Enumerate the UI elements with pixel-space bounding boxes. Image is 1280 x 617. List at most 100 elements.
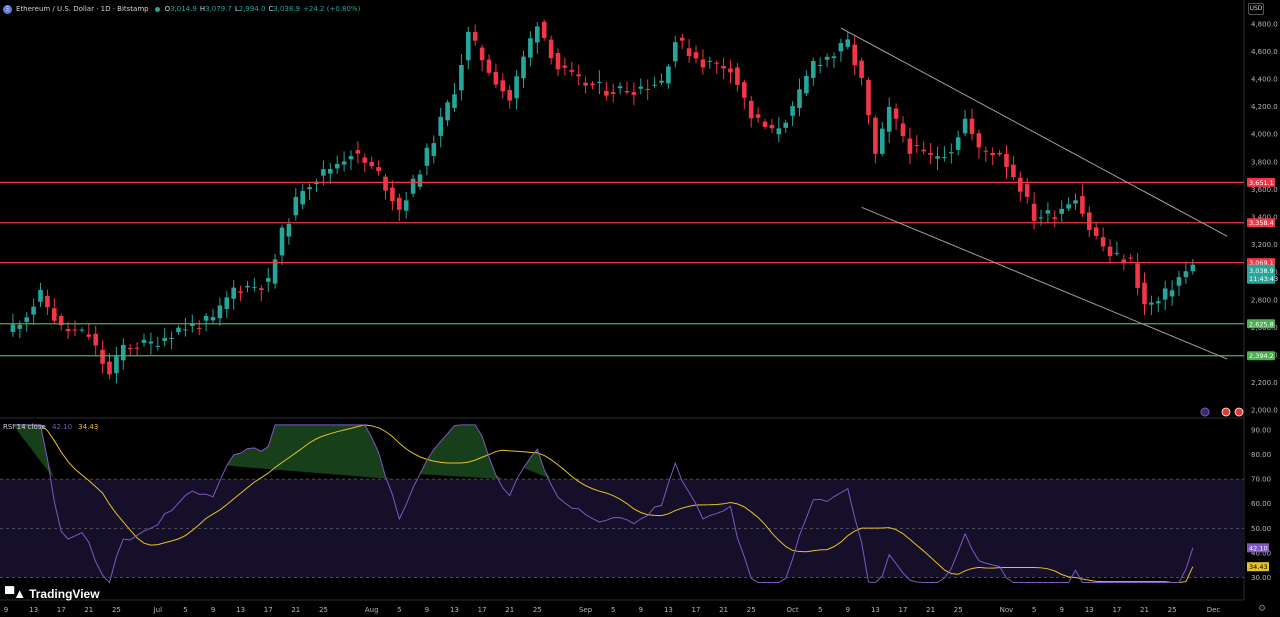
rsi-tick-label: 80.00: [1251, 451, 1271, 459]
time-tick-label: 5: [183, 606, 187, 614]
rsi-overbought-fill: [12, 424, 55, 480]
time-tick-label: Oct: [787, 606, 799, 614]
candle-down: [500, 80, 506, 92]
resistance-label-box: [1247, 218, 1275, 228]
candle-down: [562, 65, 568, 68]
price-tick-label: 4,400.0: [1251, 76, 1278, 84]
candle-down: [479, 47, 485, 61]
candle-down: [259, 288, 264, 290]
candle-down: [576, 74, 581, 77]
candle-down: [238, 291, 243, 293]
candle-up: [210, 317, 216, 321]
candle-up: [949, 152, 954, 154]
time-tick-label: 17: [57, 606, 66, 614]
candle-up: [300, 191, 305, 205]
candle-down: [1135, 263, 1140, 288]
candle-down: [852, 44, 857, 66]
candle-up: [307, 187, 312, 190]
candle-down: [541, 21, 547, 38]
candle-down: [52, 308, 57, 321]
currency-button[interactable]: USD: [1248, 3, 1264, 15]
time-tick-label: 17: [478, 606, 487, 614]
candle-up: [341, 161, 347, 165]
rsi-name: RSI: [3, 423, 15, 431]
time-tick-label: 13: [450, 606, 459, 614]
candle-down: [58, 315, 64, 326]
candle-up: [169, 337, 174, 340]
time-tick-label: 13: [1085, 606, 1094, 614]
rsi-ma-value: 34.43: [78, 423, 99, 431]
candle-up: [231, 287, 236, 299]
candle-up: [445, 102, 450, 121]
rsi-tick-label: 40.00: [1251, 549, 1271, 557]
candle-down: [990, 152, 995, 156]
candle-down: [472, 32, 478, 41]
candle-up: [431, 143, 437, 156]
time-tick-label: 17: [1112, 606, 1121, 614]
candle-up: [1183, 271, 1189, 278]
candle-down: [383, 176, 388, 191]
candle-down: [1004, 153, 1009, 168]
candle-up: [824, 56, 830, 60]
resistance-price-label: 3,651.1: [1249, 179, 1274, 187]
time-tick-label: 9: [846, 606, 850, 614]
candle-up: [942, 157, 947, 159]
channel-lower-line: [861, 206, 1228, 360]
candle-down: [1052, 217, 1058, 219]
time-tick-label: 25: [747, 606, 756, 614]
rsi-value-box: [1247, 543, 1269, 553]
candle-down: [928, 153, 933, 155]
candle-down: [369, 161, 374, 167]
time-tick-label: Aug: [365, 606, 379, 614]
candle-down: [1142, 282, 1147, 305]
candle-down: [1093, 227, 1099, 236]
candle-up: [217, 305, 223, 319]
candle-up: [1066, 204, 1071, 209]
candle-up: [424, 147, 430, 166]
candle-down: [548, 39, 554, 59]
candle-down: [493, 71, 499, 85]
candle-up: [962, 118, 968, 134]
time-tick-label: 25: [1168, 606, 1177, 614]
candle-up: [155, 345, 161, 347]
time-tick-label: 25: [319, 606, 328, 614]
candle-up: [183, 329, 188, 331]
candle-down: [390, 187, 395, 202]
rsi-ma-value-label: 34.43: [1249, 563, 1268, 571]
candle-down: [969, 118, 975, 134]
chart-title: Ethereum / U.S. Dollar · 1D · Bitstamp: [16, 5, 149, 13]
candle-up: [272, 259, 278, 284]
candle-up: [514, 76, 519, 99]
gear-icon[interactable]: ⚙: [1258, 604, 1267, 614]
candle-up: [252, 286, 257, 288]
candle-down: [1128, 257, 1133, 259]
time-tick-label: 17: [899, 606, 908, 614]
candle-up: [597, 81, 602, 83]
tradingview-logo[interactable]: ▀▲ TradingView: [5, 586, 100, 601]
ohlc-open: O3,014.9: [164, 5, 197, 13]
brand-name: TradingView: [29, 586, 100, 601]
us-flag-event-icon: [1234, 407, 1244, 417]
candle-up: [334, 163, 340, 169]
price-tick-label: 4,000.0: [1251, 131, 1278, 139]
candle-up: [121, 344, 126, 361]
rsi-header[interactable]: RSI 14 close 42.10 34.43: [3, 423, 98, 431]
candle-down: [907, 138, 913, 154]
candle-up: [452, 94, 457, 109]
candle-up: [617, 86, 623, 89]
candle-down: [86, 334, 92, 337]
candle-down: [1080, 196, 1085, 214]
time-tick-label: 9: [4, 606, 8, 614]
candle-down: [748, 100, 754, 119]
candle-up: [845, 39, 851, 47]
candle-down: [976, 133, 982, 148]
candle-up: [707, 60, 713, 62]
candle-up: [638, 86, 644, 89]
candle-down: [983, 150, 989, 152]
candle-up: [790, 106, 795, 116]
candle-down: [624, 91, 630, 93]
candle-down: [569, 69, 575, 72]
time-tick-label: 5: [818, 606, 822, 614]
candle-down: [362, 157, 368, 163]
